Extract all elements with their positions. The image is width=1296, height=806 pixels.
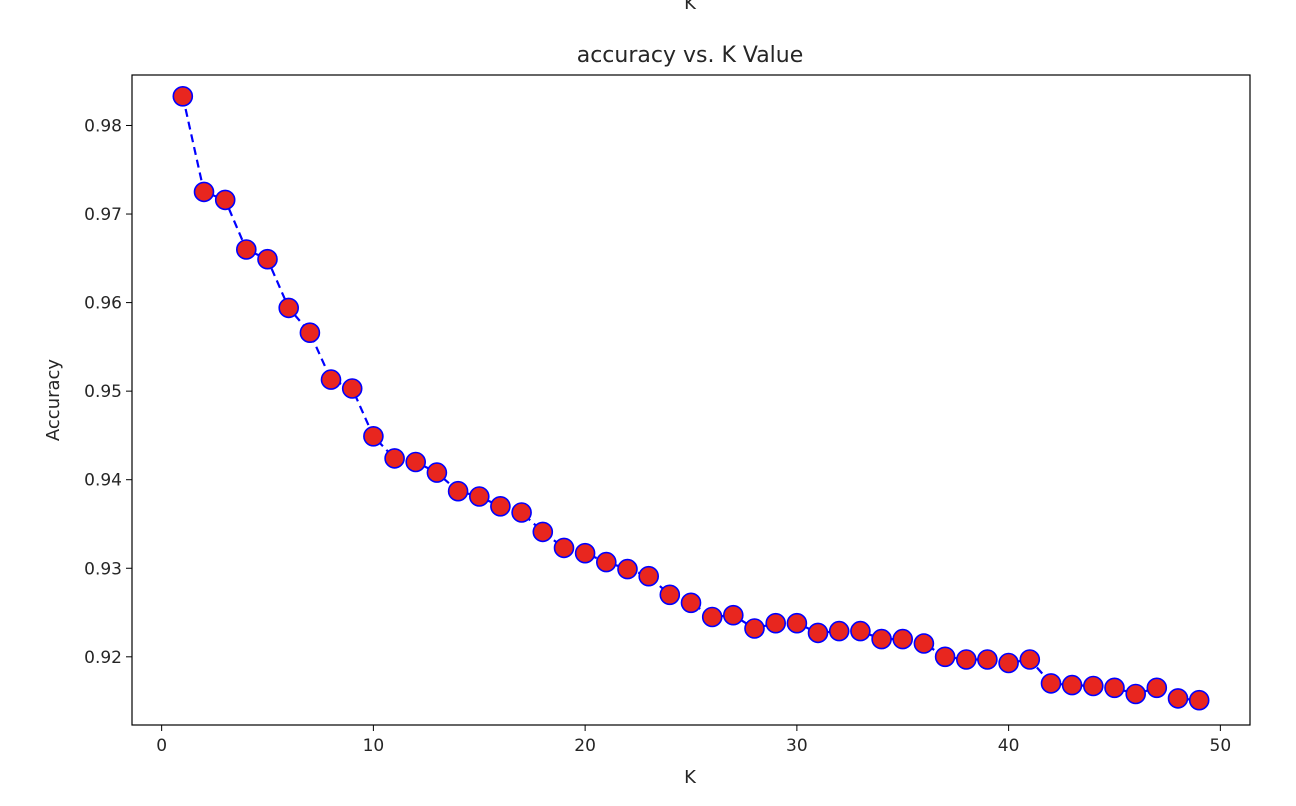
data-point [934,646,956,668]
data-point [1146,677,1168,699]
y-axis-label: Accuracy [43,359,64,442]
data-point [532,521,554,543]
y-tick-label: 0.97 [84,205,122,225]
x-axis-label: K [684,767,697,788]
axis-ticks: 0 10 20 30 40 50 0.92 0.93 0.94 0.95 0.96 0.97 0.98 [84,116,1231,756]
data-point [617,558,638,580]
data-point [214,189,236,211]
y-tick-label: 0.95 [84,382,122,402]
data-point [680,592,702,614]
data-point [998,652,1019,674]
x-tick-label: 40 [998,736,1020,756]
data-point [977,649,998,670]
data-point [1083,675,1104,697]
y-tick-label: 0.98 [84,116,122,136]
data-point [659,584,681,606]
y-tick-label: 0.93 [84,559,122,579]
data-points [172,86,1210,711]
data-point [892,628,914,650]
data-point [1019,649,1041,670]
data-point [257,248,278,270]
data-point [341,378,363,399]
x-tick-label: 20 [574,736,596,756]
data-point [299,322,321,344]
data-point [172,86,194,107]
data-point [828,620,850,642]
y-tick-label: 0.96 [84,294,122,314]
data-point [765,612,787,634]
data-point [426,462,448,483]
data-point [1125,683,1146,705]
header-label: K [684,0,697,14]
data-point [1040,673,1062,694]
data-point [701,606,723,628]
data-point [595,551,617,573]
data-point [850,620,871,642]
chart-title: accuracy vs. K Value [577,43,804,68]
data-point [1188,689,1210,711]
data-point [447,480,469,502]
data-point [193,181,215,203]
data-point [511,502,532,523]
data-point [786,612,808,634]
data-point [468,486,490,507]
data-point [913,633,935,654]
x-tick-label: 30 [786,736,808,756]
y-tick-label: 0.94 [84,471,122,491]
data-point [384,448,405,469]
data-point [320,369,342,390]
data-point [871,628,892,650]
data-point [405,451,427,473]
data-point [1061,674,1083,696]
y-tick-label: 0.92 [84,648,122,668]
data-point [955,649,977,670]
x-tick-label: 10 [363,736,385,756]
data-point [722,604,744,626]
data-point [363,425,384,447]
data-point [1167,688,1189,709]
data-point [553,537,575,559]
data-point [236,239,257,260]
data-point [638,565,660,587]
x-tick-label: 0 [156,736,167,756]
plot-area-frame [131,74,1251,726]
data-point [574,542,596,564]
data-point [1104,677,1125,699]
data-point [807,622,829,644]
data-point [490,495,511,517]
x-tick-label: 50 [1210,736,1232,756]
data-point [744,618,765,639]
data-point [278,297,300,319]
